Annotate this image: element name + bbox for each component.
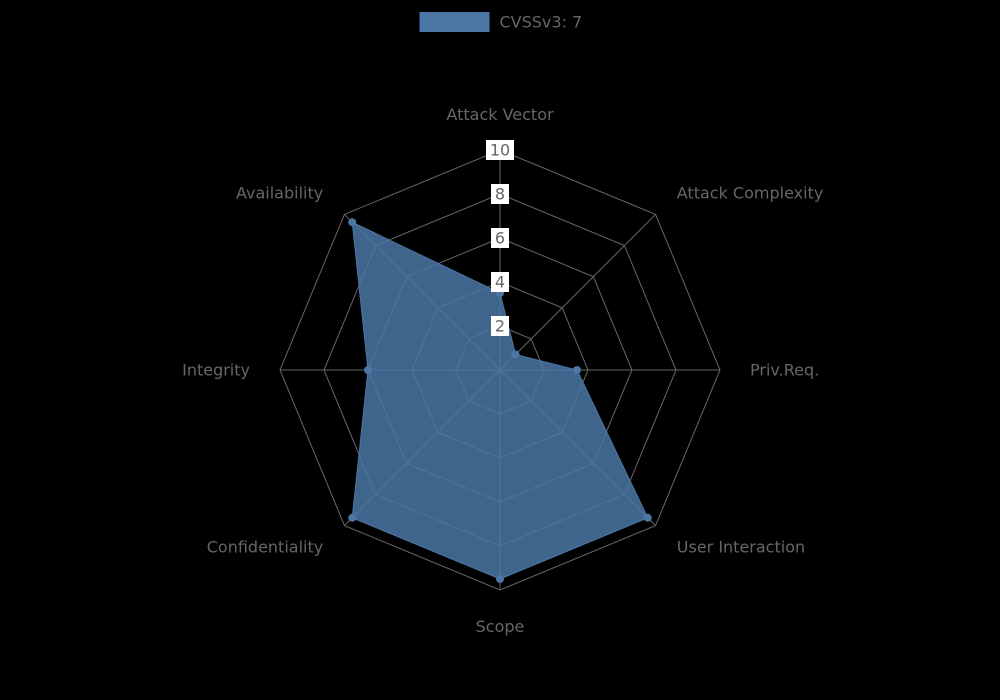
tick-label: 6 — [495, 229, 505, 248]
axis-label: Attack Complexity — [677, 184, 824, 203]
radar-chart-svg: 2 4 6 8 10 Attack Vector Attack Complexity Priv… — [0, 0, 1000, 700]
axis-label: Priv.Req. — [750, 361, 819, 380]
axis-label: Integrity — [182, 361, 250, 380]
radar-chart-container: 2 4 6 8 10 Attack Vector Attack Complexity Priv… — [0, 0, 1000, 700]
tick-label: 8 — [495, 185, 505, 204]
legend: CVSSv3: 7 — [420, 12, 583, 32]
axis-label: Attack Vector — [446, 105, 554, 124]
tick-label: 4 — [495, 273, 505, 292]
tick-label: 10 — [490, 141, 510, 160]
legend-swatch — [420, 12, 490, 32]
axis-label: User Interaction — [677, 537, 805, 556]
axis-label: Scope — [476, 617, 525, 636]
axis-label: Confidentiality — [207, 537, 323, 556]
tick-label: 2 — [495, 317, 505, 336]
axis-label: Availability — [236, 184, 323, 203]
legend-label: CVSSv3: 7 — [500, 13, 583, 32]
